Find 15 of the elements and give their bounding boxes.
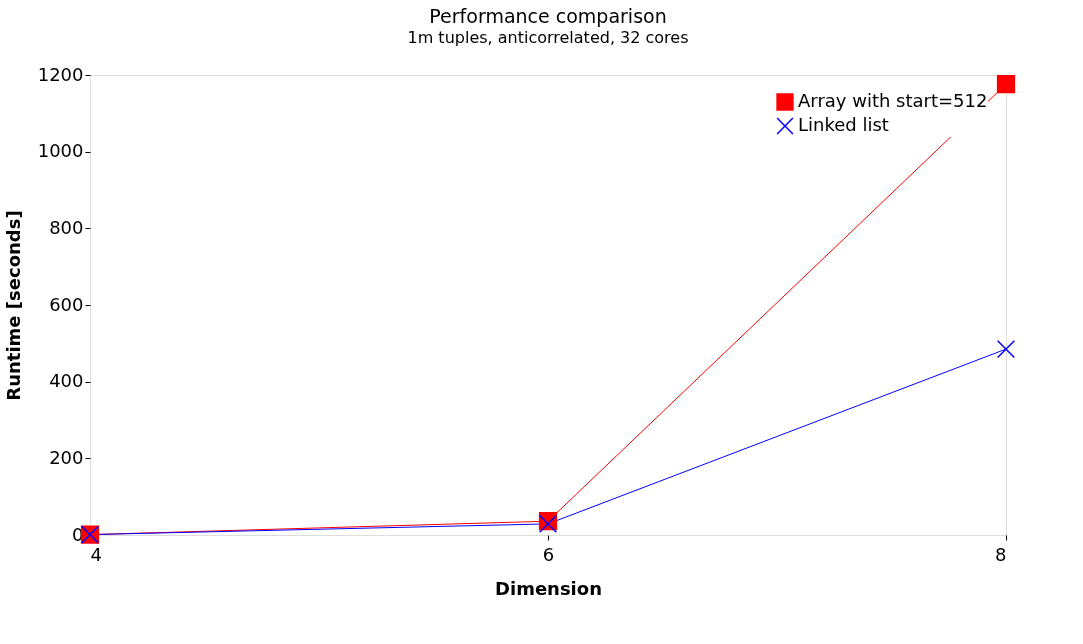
legend-label: Linked list [798,114,889,135]
y-axis-title: Runtime [seconds] [2,210,24,401]
y-tick-label: 1200 [37,63,84,85]
chart-subtitle: 1m tuples, anticorrelated, 32 cores [407,28,689,47]
y-tick-label: 400 [49,370,84,392]
x-axis-title: Dimension [495,577,602,599]
y-tick-label: 1000 [37,140,84,162]
x-tick-label: 6 [542,543,555,565]
x-tick-label: 4 [90,543,102,565]
y-tick-label: 800 [49,216,84,238]
x-tick-label: 8 [995,543,1007,565]
y-tick-label: 200 [49,446,84,468]
chart-title: Performance comparison [429,5,667,27]
legend-label: Array with start=512 [798,90,988,111]
y-tick-label: 600 [49,293,84,315]
